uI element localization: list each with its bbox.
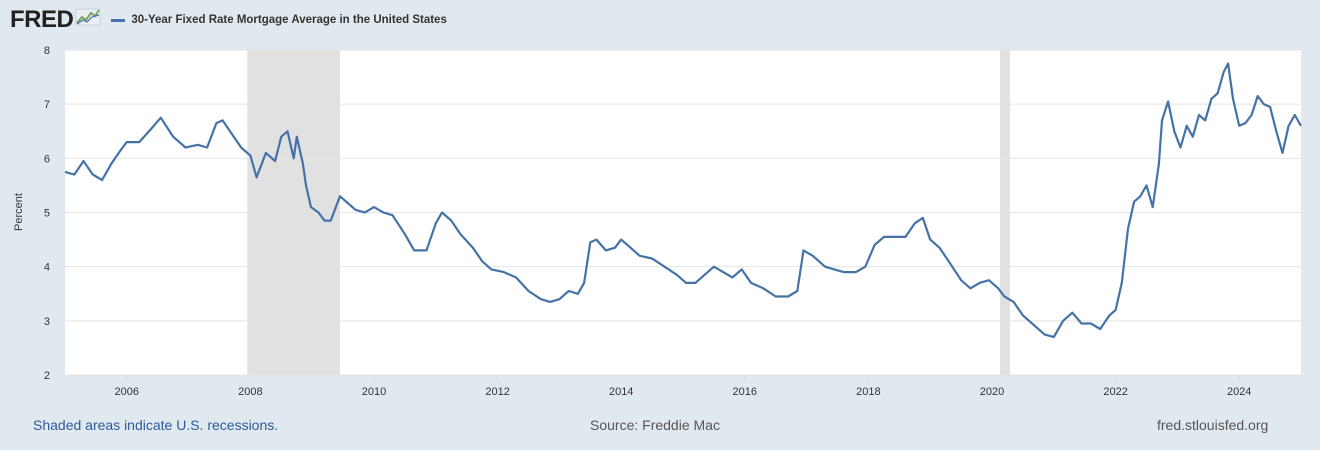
x-tick-label-2006: 2006 [115, 386, 139, 398]
mini-chart-icon [75, 6, 101, 34]
y-tick-label-4: 4 [44, 262, 50, 274]
site-link[interactable]: fred.stlouisfed.org [1157, 417, 1269, 433]
y-tick-label-2: 2 [44, 370, 50, 382]
y-tick-label-8: 8 [44, 45, 50, 57]
x-axis-ticks: 2006 2008 2010 2012 2014 2016 2018 2020 2022 2024 [115, 375, 1251, 398]
legend-swatch [111, 18, 126, 22]
recession-note-link[interactable]: Shaded areas indicate U.S. recessions. [33, 417, 279, 433]
y-tick-label-7: 7 [44, 99, 50, 111]
x-tick-label-2010: 2010 [362, 386, 386, 398]
x-tick-label-2012: 2012 [485, 386, 509, 398]
fred-logo[interactable]: FRED [10, 6, 101, 34]
y-axis-label: Percent [13, 193, 25, 231]
legend-series-title[interactable]: 30-Year Fixed Rate Mortgage Average in t… [131, 14, 447, 26]
grid-lines [65, 49, 1301, 376]
x-tick-label-2022: 2022 [1103, 386, 1127, 398]
x-tick-label-2014: 2014 [609, 386, 633, 398]
y-tick-label-5: 5 [44, 208, 50, 220]
x-tick-label-2024: 2024 [1227, 386, 1251, 398]
y-tick-label-3: 3 [44, 316, 50, 328]
source-note: Source: Freddie Mac [590, 417, 720, 433]
x-tick-label-2020: 2020 [980, 386, 1004, 398]
x-tick-label-2016: 2016 [733, 386, 757, 398]
chart-legend: 30-Year Fixed Rate Mortgage Average in t… [111, 14, 447, 26]
chart-header: FRED 30-Year Fixed Rate Mortgage Average… [10, 6, 447, 34]
y-tick-label-6: 6 [44, 153, 50, 165]
series-line-mortgage-rate[interactable] [64, 62, 1302, 339]
x-tick-label-2008: 2008 [238, 386, 262, 398]
x-tick-label-2018: 2018 [856, 386, 880, 398]
fred-logo-text: FRED [10, 6, 74, 33]
y-axis-ticks: 2 3 4 5 6 7 8 [44, 45, 50, 382]
